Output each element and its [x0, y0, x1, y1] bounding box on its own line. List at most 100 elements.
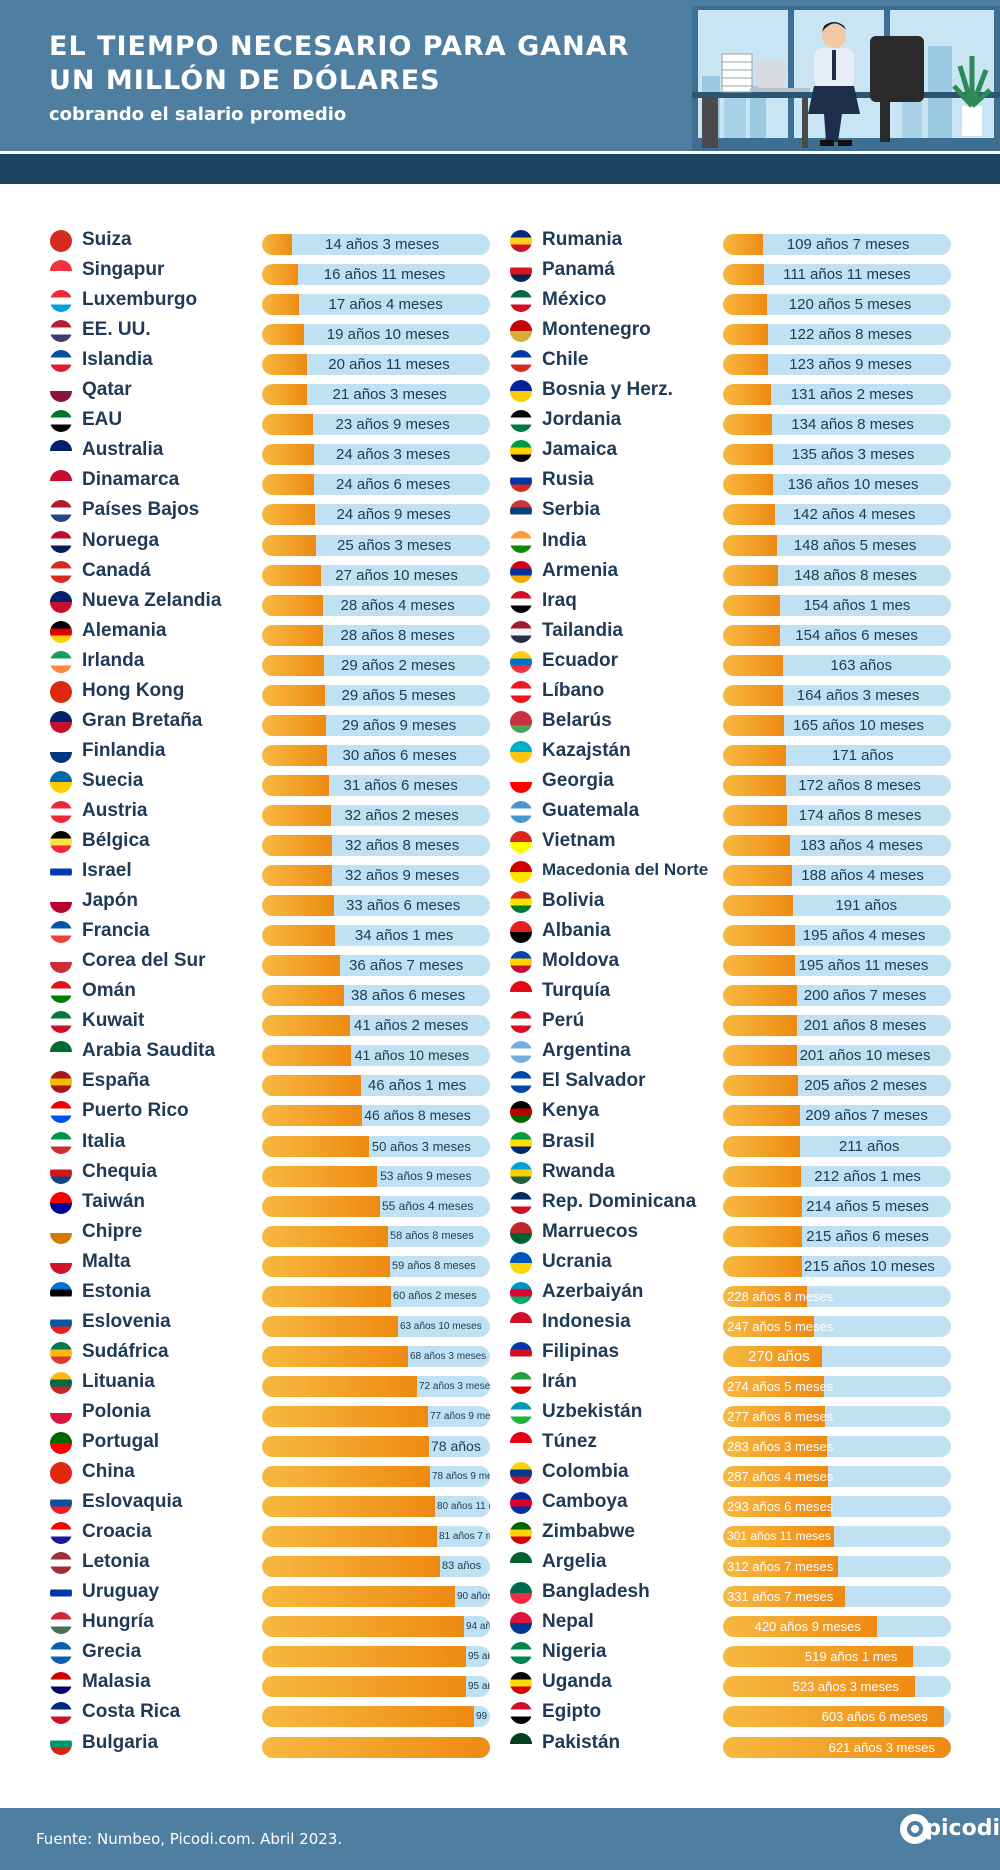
data-label: 165 años 10 meses	[793, 716, 925, 734]
bar-track: 135 años 3 meses	[723, 444, 951, 466]
country-label: Japón	[82, 890, 138, 912]
chart-row: Chipre 58 años 8 meses	[0, 1217, 1000, 1247]
bar	[262, 1436, 429, 1457]
country-label: India	[542, 529, 587, 551]
bar-track: 38 años 6 meses	[262, 985, 490, 1007]
chart-row: Filipinas 270 años	[0, 1337, 1000, 1367]
bar-track: 420 años 9 meses	[723, 1616, 951, 1638]
bar-track: 163 años	[723, 654, 951, 676]
chart-row: Guatemala 174 años 8 meses	[0, 796, 1000, 826]
bar-track: 165 años 10 meses	[723, 714, 951, 736]
flag-icon	[50, 410, 72, 433]
country-label: EE. UU.	[82, 319, 151, 341]
chart-row: Macedonia del Norte 188 años 4 meses	[0, 856, 1000, 887]
data-label: 214 años 5 meses	[806, 1197, 929, 1215]
chart-row: Arabia Saudita 41 años 10 meses	[0, 1036, 1000, 1067]
country-label: Georgia	[542, 769, 614, 791]
chart-row: Georgia 172 años 8 meses	[0, 766, 1000, 796]
bar-track: 148 años 5 meses	[723, 534, 951, 556]
bar	[723, 1075, 798, 1097]
flag-icon	[510, 1371, 532, 1394]
bar	[262, 1586, 455, 1608]
chart-row: Jamaica 135 años 3 meses	[0, 435, 1000, 466]
chart-row: Alemania 28 años 8 meses	[0, 616, 1000, 646]
data-label: 34 años 1 mes	[354, 927, 454, 945]
data-label: 111 años 11 meses	[783, 266, 911, 284]
data-label: 154 años 1 mes	[803, 596, 911, 614]
data-label: 46 años 1 mes	[367, 1077, 467, 1095]
flag-icon	[50, 620, 72, 643]
bar	[262, 1285, 391, 1307]
data-label: 135 años 3 meses	[791, 446, 915, 464]
data-label: 53 años 9 meses	[380, 1168, 472, 1183]
bar-track: 14 años 3 meses	[262, 234, 490, 255]
flag-icon	[50, 951, 72, 974]
data-label: 25 años 3 meses	[337, 536, 452, 554]
data-label: 58 años 8 meses	[390, 1229, 474, 1242]
chart-row: Suiza 14 años 3 meses	[0, 225, 1000, 255]
data-label: 123 años 9 meses	[789, 356, 912, 374]
bar	[723, 1556, 838, 1578]
bar-track: 78 años 9 meses	[262, 1466, 490, 1488]
bar	[262, 1736, 490, 1758]
chart-row: Italia 50 años 3 meses	[0, 1127, 1000, 1157]
bar-track: 27 años 10 meses	[262, 564, 490, 586]
chart-row: Indonesia 247 años 5 meses	[0, 1307, 1000, 1337]
data-label: 201 años 10 meses	[799, 1047, 931, 1065]
header-band	[0, 154, 1000, 184]
flag-icon	[510, 1191, 532, 1214]
bar	[262, 1405, 428, 1427]
country-label: Brasil	[542, 1130, 595, 1152]
chart-row: Panamá 111 años 11 meses	[0, 255, 1000, 286]
country-label: Polonia	[82, 1400, 151, 1422]
data-label: 301 años 11 meses	[727, 1529, 831, 1544]
flag-icon	[510, 861, 532, 884]
flag-icon	[510, 650, 532, 673]
country-label: Marruecos	[542, 1220, 639, 1242]
chart-row: Brasil 211 años	[0, 1127, 1000, 1157]
bar	[723, 1676, 915, 1698]
country-label: México	[542, 289, 607, 311]
flag-icon	[50, 1462, 72, 1485]
country-label: Eslovaquia	[82, 1491, 183, 1513]
bar-track: 109 años 7 meses	[723, 234, 951, 255]
bar	[723, 1105, 800, 1127]
bar-track: 301 años 11 meses	[723, 1526, 951, 1548]
data-label: 33 años 6 meses	[346, 897, 461, 915]
flag-icon	[50, 320, 72, 343]
bar-track: 123 años 9 meses	[723, 354, 951, 376]
bar-track: 72 años 3 meses	[262, 1375, 490, 1397]
flag-icon	[510, 831, 532, 853]
flag-icon	[50, 800, 72, 823]
bar-track: 603 años 6 meses	[723, 1706, 951, 1728]
bar-track: 183 años 4 meses	[723, 835, 951, 856]
bar-track: 95 años 4 meses	[262, 1646, 490, 1668]
bar-track: 25 años 3 meses	[262, 534, 490, 556]
data-label: 46 años 8 meses	[364, 1107, 471, 1124]
country-label: Malasia	[82, 1671, 151, 1693]
chart-row: Australia 24 años 3 meses	[0, 435, 1000, 466]
bar-track: 209 años 7 meses	[723, 1105, 951, 1127]
bar-track: 63 años 10 meses	[262, 1315, 490, 1337]
bar	[723, 654, 783, 676]
chart-row: Pakistán 621 años 3 meses	[0, 1728, 1000, 1758]
data-label: 201 años 8 meses	[803, 1017, 927, 1035]
country-label: Islandia	[82, 349, 153, 371]
office-worker-illustration	[692, 6, 1000, 151]
data-label: 215 años 10 meses	[804, 1257, 935, 1275]
bar	[262, 384, 307, 406]
flag-icon	[50, 770, 72, 793]
chart-row: Moldova 195 años 11 meses	[0, 946, 1000, 977]
bar-track: 81 años 7 meses	[262, 1526, 490, 1548]
bar-track: 53 años 9 meses	[262, 1165, 490, 1187]
country-label: Argentina	[542, 1040, 631, 1062]
bar	[723, 774, 786, 796]
country-label: Letonia	[82, 1551, 150, 1573]
bar-track: 277 años 8 meses	[723, 1405, 951, 1427]
bar-track: 59 años 8 meses	[262, 1255, 490, 1277]
flag-icon	[50, 1251, 72, 1274]
chart-row: Bosnia y Herz. 131 años 2 meses	[0, 375, 1000, 406]
bar	[262, 925, 335, 947]
bar-track: 174 años 8 meses	[723, 804, 951, 826]
flag-icon	[510, 710, 532, 733]
